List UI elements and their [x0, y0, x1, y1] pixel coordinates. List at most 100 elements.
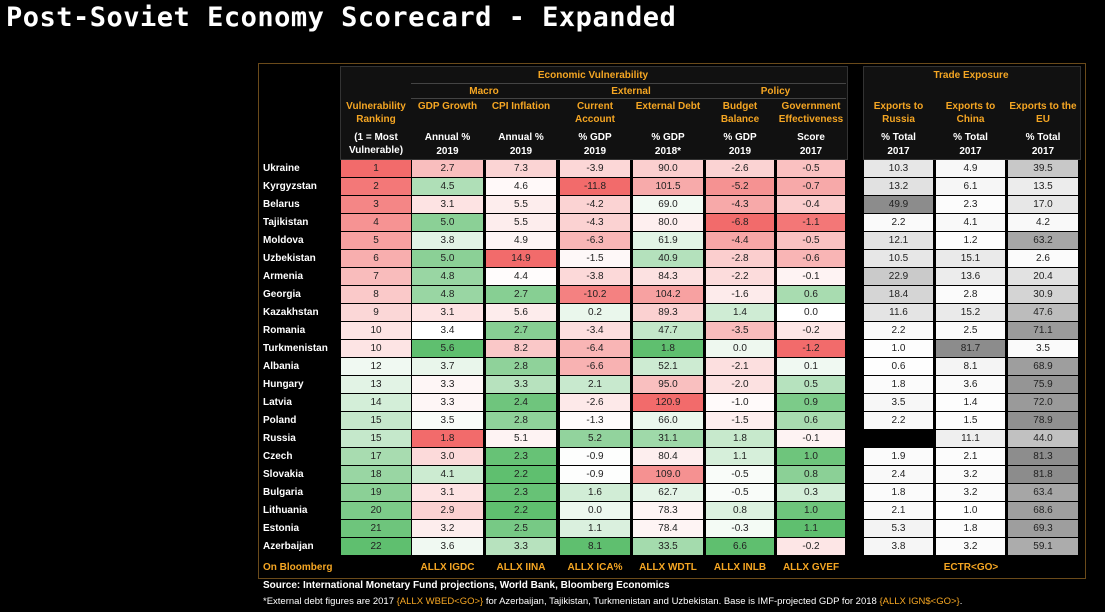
table-cell: 1.8 — [936, 520, 1005, 537]
table-cell: -1.0 — [706, 394, 774, 411]
table-cell: 22.9 — [864, 268, 933, 285]
table-cell: 62.7 — [633, 484, 703, 501]
table-cell: 0.2 — [560, 304, 630, 321]
table-cell: 17 — [341, 448, 411, 465]
column-header-name: External Debt — [635, 101, 701, 112]
table-cell: 13 — [341, 376, 411, 393]
column-ticker[interactable]: ALLX IINA — [496, 562, 546, 573]
table-cell: 3.6 — [936, 376, 1005, 393]
table-cell: 2.3 — [486, 484, 556, 501]
table-cell: 15.2 — [936, 304, 1005, 321]
table-cell: 1.9 — [864, 448, 933, 465]
group-header-economic-vulnerability: Economic Vulnerability — [537, 70, 649, 81]
table-cell: 1.8 — [864, 376, 933, 393]
table-cell: 1.4 — [706, 304, 774, 321]
row-label-country: Tajikistan — [263, 217, 309, 228]
column-header-year: 2018* — [654, 146, 682, 157]
table-cell: 13.6 — [936, 268, 1005, 285]
table-cell: 3.3 — [412, 376, 483, 393]
table-cell: -0.9 — [560, 448, 630, 465]
table-cell: 13.5 — [1008, 178, 1078, 195]
table-cell — [864, 430, 933, 447]
table-cell: 5.5 — [486, 196, 556, 213]
table-cell: 2.2 — [864, 322, 933, 339]
table-cell: 14 — [341, 394, 411, 411]
table-cell: 2.1 — [864, 502, 933, 519]
column-ticker[interactable]: ALLX GVEF — [782, 562, 840, 573]
table-cell: 63.4 — [1008, 484, 1078, 501]
table-cell: 2.7 — [486, 286, 556, 303]
table-cell: 81.3 — [1008, 448, 1078, 465]
table-cell: 3.5 — [864, 394, 933, 411]
column-ticker[interactable]: ALLX INLB — [713, 562, 767, 573]
table-cell: -6.4 — [560, 340, 630, 357]
table-cell: 3.1 — [412, 304, 483, 321]
table-cell: 4 — [341, 214, 411, 231]
column-header-year: 2017 — [799, 146, 823, 157]
table-cell: 0.6 — [777, 412, 845, 429]
table-cell: 2.8 — [486, 358, 556, 375]
table-cell: -0.3 — [706, 520, 774, 537]
table-cell: 2 — [341, 178, 411, 195]
row-label-country: Hungary — [263, 379, 304, 390]
table-cell: 4.1 — [936, 214, 1005, 231]
table-cell: 5.1 — [486, 430, 556, 447]
row-label-country: Bulgaria — [263, 487, 304, 498]
row-label-country: Azerbaijan — [263, 541, 314, 552]
table-cell: 3.7 — [412, 358, 483, 375]
row-label-country: Belarus — [263, 199, 300, 210]
table-cell: 15 — [341, 430, 411, 447]
page-title: Post-Soviet Economy Scorecard - Expanded — [6, 2, 677, 33]
table-cell: 2.1 — [560, 376, 630, 393]
table-cell: 71.1 — [1008, 322, 1078, 339]
table-cell: 10.3 — [864, 160, 933, 177]
divider — [411, 98, 846, 99]
ticker-link-wbed[interactable]: {ALLX WBED<GO>} — [396, 596, 484, 607]
table-cell: 5.2 — [560, 430, 630, 447]
table-cell: 47.7 — [633, 322, 703, 339]
column-header-unit: % Total — [953, 132, 988, 143]
table-cell: -1.6 — [706, 286, 774, 303]
table-cell: 33.5 — [633, 538, 703, 555]
table-cell: 2.3 — [486, 448, 556, 465]
table-cell: 72.0 — [1008, 394, 1078, 411]
table-cell: 30.9 — [1008, 286, 1078, 303]
table-cell: 109.0 — [633, 466, 703, 483]
column-header-year: 2017 — [1031, 146, 1055, 157]
table-cell: 80.0 — [633, 214, 703, 231]
table-cell: 6 — [341, 250, 411, 267]
column-header-name: Exports to the EU — [1009, 101, 1077, 125]
column-ticker[interactable]: ALLX WDTL — [639, 562, 697, 573]
table-cell: 2.2 — [864, 412, 933, 429]
table-cell: 5.6 — [412, 340, 483, 357]
table-cell: 3.8 — [412, 232, 483, 249]
table-cell: 10 — [341, 322, 411, 339]
column-ticker[interactable]: ALLX ICA% — [567, 562, 623, 573]
column-header-name: GDP Growth — [417, 101, 478, 112]
table-cell: 78.9 — [1008, 412, 1078, 429]
column-header-name: Vulnerability Ranking — [346, 101, 406, 125]
row-label-country: Georgia — [263, 289, 301, 300]
table-cell: 2.1 — [936, 448, 1005, 465]
table-cell: 39.5 — [1008, 160, 1078, 177]
table-cell: 40.9 — [633, 250, 703, 267]
table-cell: 0.0 — [706, 340, 774, 357]
table-cell: 120.9 — [633, 394, 703, 411]
table-cell: 1.8 — [864, 484, 933, 501]
footnote-part: for Azerbaijan, Tajikistan, Turkmenistan… — [483, 596, 880, 607]
table-cell: 3.8 — [864, 538, 933, 555]
ticker-link-ign[interactable]: {ALLX IGN$<GO>} — [879, 596, 960, 607]
row-label-country: Poland — [263, 415, 297, 426]
table-cell: 3.1 — [412, 484, 483, 501]
source-text: Source: International Monetary Fund proj… — [263, 580, 670, 591]
table-cell: -0.5 — [706, 466, 774, 483]
trade-ticker[interactable]: ECTR<GO> — [943, 562, 999, 573]
table-cell: 3.5 — [412, 412, 483, 429]
table-cell: -1.2 — [777, 340, 845, 357]
table-cell: -11.8 — [560, 178, 630, 195]
table-cell: 78.4 — [633, 520, 703, 537]
table-cell: 104.2 — [633, 286, 703, 303]
table-cell: 1 — [341, 160, 411, 177]
table-cell: -6.6 — [560, 358, 630, 375]
column-ticker[interactable]: ALLX IGDC — [420, 562, 475, 573]
